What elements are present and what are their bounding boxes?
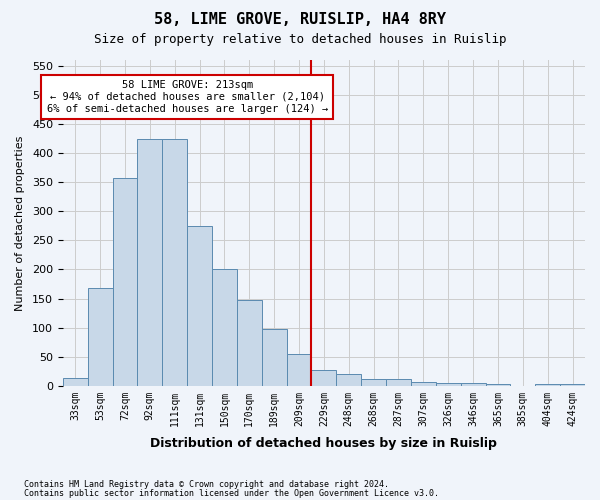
Bar [187,226,212,386]
Bar [113,178,137,386]
Bar [411,382,436,386]
Bar [212,270,237,386]
Text: Contains public sector information licensed under the Open Government Licence v3: Contains public sector information licen… [24,488,439,498]
Bar [386,380,411,386]
Bar [535,384,560,386]
Bar [63,378,88,386]
Bar [560,384,585,386]
X-axis label: Distribution of detached houses by size in Ruislip: Distribution of detached houses by size … [151,437,497,450]
Text: 58 LIME GROVE: 213sqm
← 94% of detached houses are smaller (2,104)
6% of semi-de: 58 LIME GROVE: 213sqm ← 94% of detached … [47,80,328,114]
Bar [311,370,337,386]
Bar [436,383,461,386]
Y-axis label: Number of detached properties: Number of detached properties [15,135,25,310]
Bar [137,138,162,386]
Bar [337,374,361,386]
Bar [237,300,262,386]
Bar [162,138,187,386]
Text: Size of property relative to detached houses in Ruislip: Size of property relative to detached ho… [94,32,506,46]
Bar [88,288,113,386]
Text: Contains HM Land Registry data © Crown copyright and database right 2024.: Contains HM Land Registry data © Crown c… [24,480,389,489]
Bar [262,330,287,386]
Bar [287,354,311,386]
Bar [485,384,511,386]
Bar [461,384,485,386]
Bar [361,379,386,386]
Text: 58, LIME GROVE, RUISLIP, HA4 8RY: 58, LIME GROVE, RUISLIP, HA4 8RY [154,12,446,28]
